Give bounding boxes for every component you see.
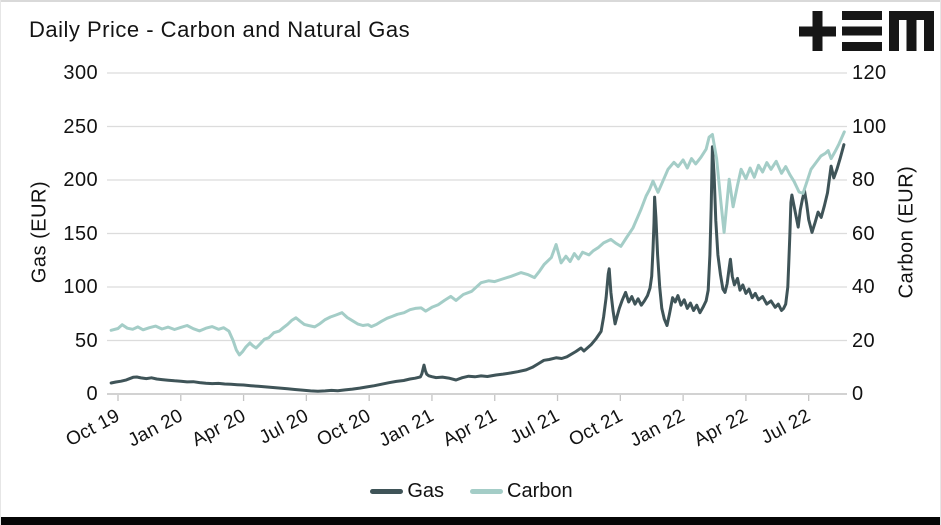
y-tick-label-left: 150 [63, 222, 98, 245]
y-tick-label-right: 20 [852, 329, 876, 352]
y-tick-label-left: 200 [63, 169, 98, 191]
series-carbon-line [109, 130, 846, 357]
y-tick-label-right: 60 [852, 222, 876, 245]
page-title: Daily Price - Carbon and Natural Gas [29, 17, 411, 42]
legend-swatch-carbon-icon [470, 489, 504, 494]
y-tick-label-right: 80 [852, 169, 876, 191]
legend-label: Carbon [507, 480, 573, 502]
series-gas-line [109, 143, 846, 393]
y-tick-label-right: 0 [852, 383, 864, 405]
tem-logo-icon [799, 11, 934, 51]
top-border [1, 0, 940, 2]
y-tick-label-right: 40 [852, 276, 876, 298]
y-tick-label-left: 300 [63, 62, 98, 84]
y-axis-left-title: Gas (EUR) [28, 180, 51, 284]
legend-label: Gas [407, 480, 445, 502]
y-tick-label-left: 100 [63, 276, 98, 298]
y-tick-label-left: 0 [86, 383, 98, 405]
y-axis-right-title: Carbon (EUR) [895, 165, 918, 299]
legend-swatch-gas-icon [370, 489, 404, 494]
y-tick-label-right: 120 [852, 62, 887, 84]
y-tick-label-left: 50 [74, 329, 98, 352]
legend: Gas Carbon [1, 480, 940, 503]
y-tick-label-right: 100 [852, 115, 887, 138]
legend-item-gas: Gas [370, 480, 444, 503]
legend-item-carbon: Carbon [470, 480, 573, 503]
bottom-border [1, 517, 940, 525]
y-tick-label-left: 250 [63, 115, 98, 138]
